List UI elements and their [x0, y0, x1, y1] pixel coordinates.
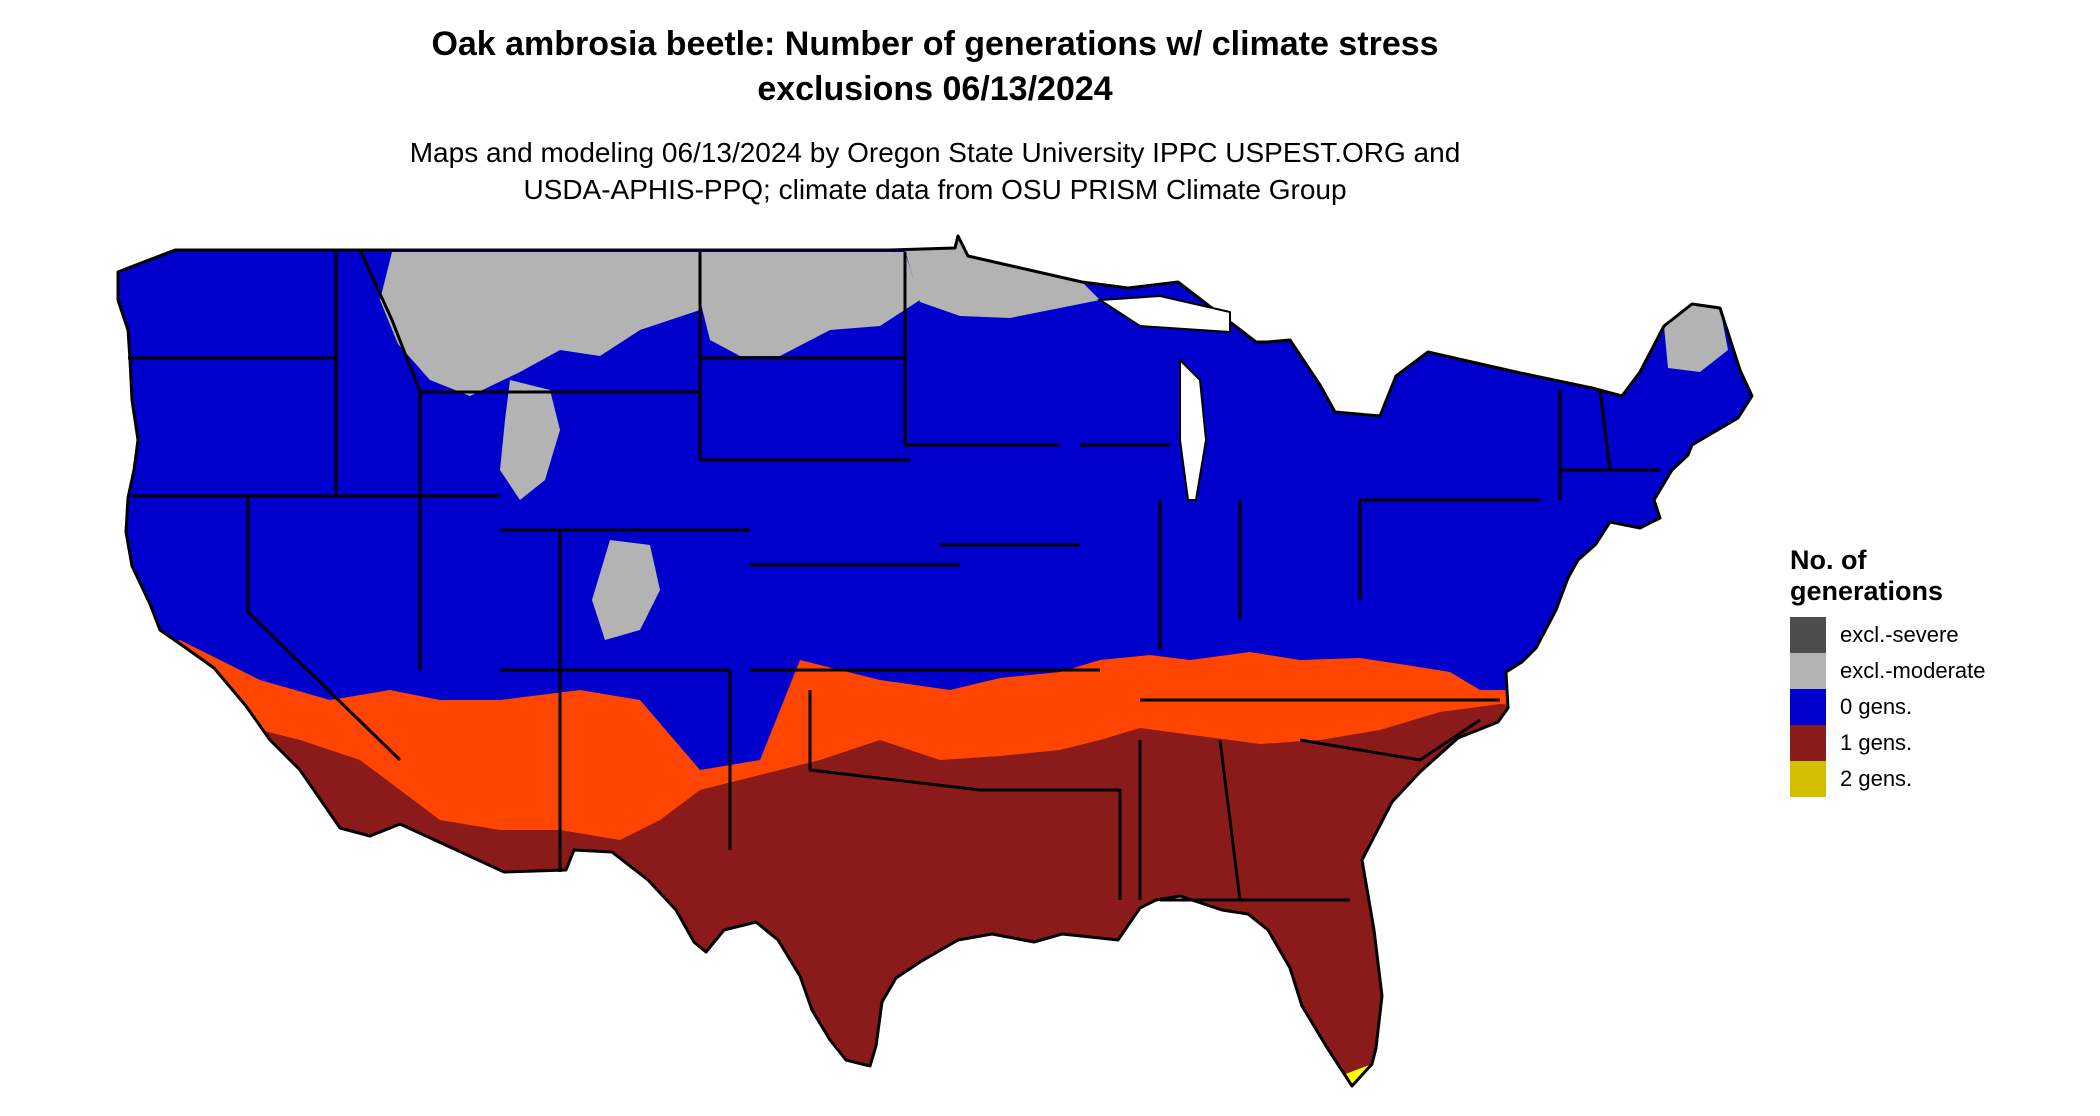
border-mn-ia	[903, 252, 1060, 447]
legend-title-line2: generations	[1790, 576, 1944, 606]
one-gen-lower-tx-zone	[660, 850, 880, 1080]
border-new-england	[1558, 389, 1660, 500]
legend-label-excl-moderate: excl.-moderate	[1840, 658, 1986, 683]
legend-swatch-0-gens	[1790, 689, 1826, 725]
legend-item-1-gens: 1 gens.	[1790, 725, 2080, 761]
map-title-line1: Oak ambrosia beetle: Number of generatio…	[431, 25, 1439, 63]
border-al-ga	[1218, 739, 1242, 901]
excl-moderate-minnesota	[905, 236, 1100, 318]
title-block: Oak ambrosia beetle: Number of generatio…	[0, 22, 1870, 208]
legend-item-excl-moderate: excl.-moderate	[1790, 653, 2080, 689]
border-ca-nv	[246, 496, 402, 762]
excl-moderate-wyoming	[500, 380, 560, 500]
border-nc-sc	[1299, 718, 1481, 762]
legend-items: excl.-severe excl.-moderate 0 gens. 1 ge…	[1790, 617, 2080, 797]
excl-moderate-maine	[1664, 304, 1728, 372]
legend-item-2-gens: 2 gens.	[1790, 761, 2080, 797]
lake-superior	[1096, 294, 1231, 334]
zero-gens-area	[118, 236, 1752, 1086]
legend-title-line1: No. of	[1790, 545, 1867, 575]
lake-michigan	[1179, 357, 1208, 501]
map-title-line2: exclusions 06/13/2024	[757, 70, 1113, 108]
lakes	[1096, 294, 1231, 501]
two-gens-florida-keys	[1300, 1064, 1378, 1086]
subtitle-line1: Maps and modeling 06/13/2024 by Oregon S…	[409, 137, 1461, 168]
legend-swatch-excl-severe	[1790, 617, 1826, 653]
legend-title: No. of generations	[1790, 545, 2080, 607]
state-borders	[116, 234, 1754, 1088]
legend-swatch-2-gens	[1790, 761, 1826, 797]
legend: No. of generations excl.-severe excl.-mo…	[1790, 545, 2080, 797]
legend-item-0-gens: 0 gens.	[1790, 689, 2080, 725]
border-id-mt	[358, 249, 422, 530]
legend-swatch-excl-moderate	[1790, 653, 1826, 689]
excl-moderate-colorado	[592, 540, 660, 640]
excl-moderate-north-dakota	[700, 252, 920, 356]
excl-moderate-montana	[380, 252, 700, 396]
subtitle-line2: USDA-APHIS-PPQ; climate data from OSU PR…	[523, 174, 1347, 205]
border-ok-tx	[808, 690, 981, 792]
legend-item-excl-severe: excl.-severe	[1790, 617, 2080, 653]
border-ar-la	[980, 788, 1122, 900]
map-fill	[118, 236, 1752, 1086]
legend-label-0-gens: 0 gens.	[1840, 694, 1913, 719]
legend-label-2-gens: 2 gens.	[1840, 766, 1913, 791]
map-subtitle: Maps and modeling 06/13/2024 by Oregon S…	[0, 134, 1870, 208]
legend-label-excl-severe: excl.-severe	[1840, 622, 1959, 647]
legend-swatch-1-gens	[1790, 725, 1826, 761]
legend-label-1-gens: 1 gens.	[1840, 730, 1913, 755]
